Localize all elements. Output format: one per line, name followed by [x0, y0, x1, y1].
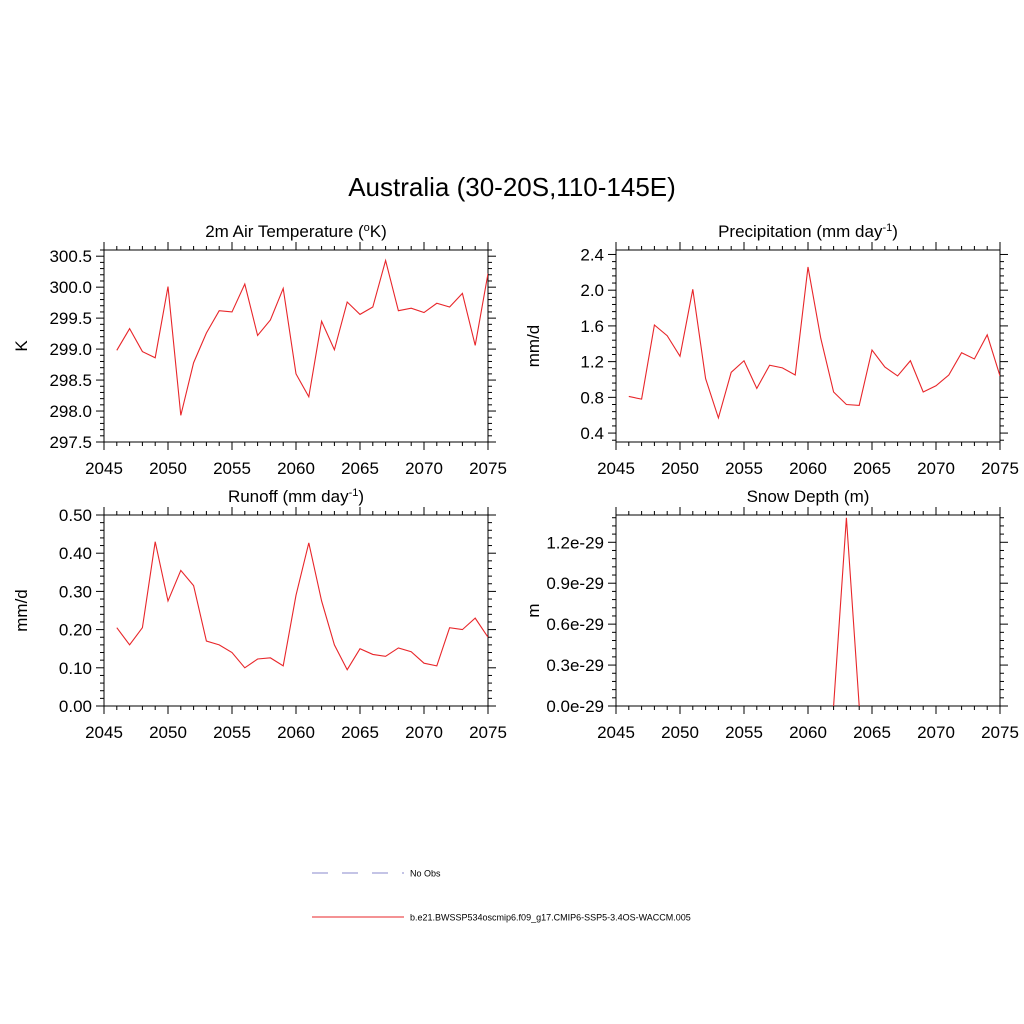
- y-tick-label: 0.00: [59, 697, 92, 716]
- x-tick-label: 2070: [917, 723, 955, 742]
- x-tick-label: 2050: [661, 459, 699, 478]
- legend-obs-label: No Obs: [410, 869, 441, 879]
- plot-frame: [615, 514, 1001, 707]
- y-tick-label: 298.0: [49, 402, 92, 421]
- panel-title: Snow Depth (m): [747, 487, 870, 506]
- x-tick-label: 2050: [149, 723, 187, 742]
- y-tick-label: 0.9e-29: [546, 574, 604, 593]
- y-tick-label: 1.2: [580, 353, 604, 372]
- panel-title: 2m Air Temperature (oK): [205, 222, 387, 241]
- x-tick-label: 2070: [917, 459, 955, 478]
- x-tick-label: 2060: [277, 459, 315, 478]
- x-tick-label: 2060: [277, 723, 315, 742]
- y-tick-label: 1.2e-29: [546, 533, 604, 552]
- y-tick-label: 0.10: [59, 659, 92, 678]
- panel-4: Snow Depth (m) m 2045 2050 2055 2060 2065 2070 2…: [524, 487, 1019, 742]
- y-tick-label: 299.0: [49, 340, 92, 359]
- panel-3: Runoff (mm day-1) mm/d 2045 2050 2055 2060 206…: [12, 487, 507, 742]
- y-axis-label: mm/d: [12, 589, 31, 632]
- x-tick-label: 2050: [149, 459, 187, 478]
- x-tick-label: 2075: [469, 723, 507, 742]
- main-title: Australia (30-20S,110-145E): [348, 172, 676, 202]
- x-tick-label: 2075: [981, 723, 1019, 742]
- y-tick-label: 1.6: [580, 317, 604, 336]
- plot-frame: [103, 514, 489, 707]
- x-tick-label: 2070: [405, 459, 443, 478]
- x-tick-label: 2065: [341, 723, 379, 742]
- panel-2: Precipitation (mm day-1) mm/d 2045 2050 2055…: [524, 222, 1019, 478]
- x-tick-label: 2050: [661, 723, 699, 742]
- panels: 2m Air Temperature (oK) K 2045 2050 2055 2060…: [12, 222, 1019, 742]
- x-tick-label: 2055: [213, 723, 251, 742]
- y-tick-label: 298.5: [49, 371, 92, 390]
- x-tick-label: 2045: [597, 459, 635, 478]
- y-tick-label: 0.8: [580, 388, 604, 407]
- legend: No Obs b.e21.BWSSP534oscmip6.f09_g17.CMI…: [312, 869, 691, 923]
- legend-model-label: b.e21.BWSSP534oscmip6.f09_g17.CMIP6-SSP5…: [410, 913, 691, 923]
- y-tick-label: 0.50: [59, 506, 92, 525]
- x-tick-label: 2075: [469, 459, 507, 478]
- x-tick-label: 2045: [85, 459, 123, 478]
- y-tick-label: 0.20: [59, 621, 92, 640]
- y-tick-label: 2.4: [580, 245, 604, 264]
- x-tick-label: 2075: [981, 459, 1019, 478]
- x-tick-label: 2065: [853, 723, 891, 742]
- y-tick-label: 2.0: [580, 281, 604, 300]
- panel-title: Precipitation (mm day-1): [718, 222, 898, 241]
- series-line-1: [628, 266, 1000, 420]
- x-tick-label: 2045: [85, 723, 123, 742]
- y-axis-label: m: [524, 603, 543, 617]
- y-tick-label: 0.4: [580, 424, 604, 443]
- x-tick-label: 2055: [725, 459, 763, 478]
- x-tick-label: 2055: [725, 723, 763, 742]
- series-line-1: [833, 517, 860, 706]
- y-tick-label: 299.5: [49, 309, 92, 328]
- y-tick-label: 300.0: [49, 278, 92, 297]
- plot-frame: [103, 249, 489, 443]
- y-tick-label: 0.30: [59, 582, 92, 601]
- panel-1: 2m Air Temperature (oK) K 2045 2050 2055 2060…: [12, 222, 507, 478]
- x-tick-label: 2045: [597, 723, 635, 742]
- series-line-1: [116, 258, 488, 416]
- series-line-1: [116, 541, 488, 671]
- y-tick-label: 0.0e-29: [546, 697, 604, 716]
- y-tick-label: 0.40: [59, 544, 92, 563]
- y-tick-label: 0.6e-29: [546, 615, 604, 634]
- y-tick-label: 297.5: [49, 433, 92, 452]
- x-tick-label: 2060: [789, 723, 827, 742]
- x-tick-label: 2055: [213, 459, 251, 478]
- y-tick-label: 300.5: [49, 247, 92, 266]
- x-tick-label: 2070: [405, 723, 443, 742]
- x-tick-label: 2060: [789, 459, 827, 478]
- panel-title: Runoff (mm day-1): [228, 487, 364, 506]
- y-axis-label: K: [12, 340, 31, 352]
- x-tick-label: 2065: [853, 459, 891, 478]
- y-axis-label: mm/d: [524, 325, 543, 368]
- y-tick-label: 0.3e-29: [546, 656, 604, 675]
- x-tick-label: 2065: [341, 459, 379, 478]
